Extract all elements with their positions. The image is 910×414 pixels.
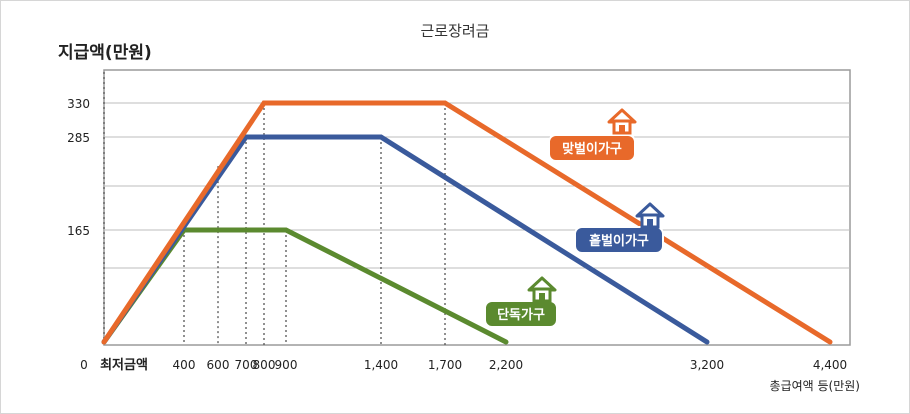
badge-단독가구: 단독가구 xyxy=(484,276,558,328)
x-tick-600: 600 xyxy=(207,358,230,372)
x-tick-2,200: 2,200 xyxy=(489,358,523,372)
badge-label: 단독가구 xyxy=(497,307,545,323)
series-line-맞벌이가구 xyxy=(101,100,833,345)
x-tick-1,700: 1,700 xyxy=(428,358,462,372)
x-tick-400: 400 xyxy=(173,358,196,372)
plot-area xyxy=(103,69,851,346)
x-tick-700: 700 xyxy=(235,358,258,372)
badge-box xyxy=(574,226,664,254)
y-tick-165: 165 xyxy=(67,224,90,238)
badge-box xyxy=(548,134,636,162)
house-door-icon xyxy=(619,125,625,133)
y-tick-285: 285 xyxy=(67,131,90,145)
guide-lines xyxy=(103,72,446,345)
badge-label: 맞벌이가구 xyxy=(562,141,622,157)
y-tick-330: 330 xyxy=(67,97,90,111)
badge-box xyxy=(484,300,558,328)
y-ticks: 330 285 165 xyxy=(67,97,90,238)
grid xyxy=(104,102,850,269)
badge-맞벌이가구: 맞벌이가구 xyxy=(548,108,637,162)
series-lines xyxy=(101,100,833,345)
x-tick-900: 900 xyxy=(275,358,298,372)
chart-title: 근로장려금 xyxy=(420,22,489,40)
x-tick-3,200: 3,200 xyxy=(690,358,724,372)
house-door-icon xyxy=(539,293,545,301)
badge-label: 홑벌이가구 xyxy=(589,233,649,249)
x-tick-1,400: 1,400 xyxy=(364,358,398,372)
badge-홑벌이가구: 홑벌이가구 xyxy=(574,202,665,254)
x-tick-4,400: 4,400 xyxy=(813,358,847,372)
x-axis-label: 총급여액 등(만원) xyxy=(770,379,860,393)
origin-label: 0 xyxy=(80,358,88,372)
x-tick-800: 800 xyxy=(253,358,276,372)
y-axis-label: 지급액(만원) xyxy=(58,43,152,63)
house-door-icon xyxy=(647,219,653,227)
min-wage-label: 최저금액 xyxy=(100,358,148,373)
